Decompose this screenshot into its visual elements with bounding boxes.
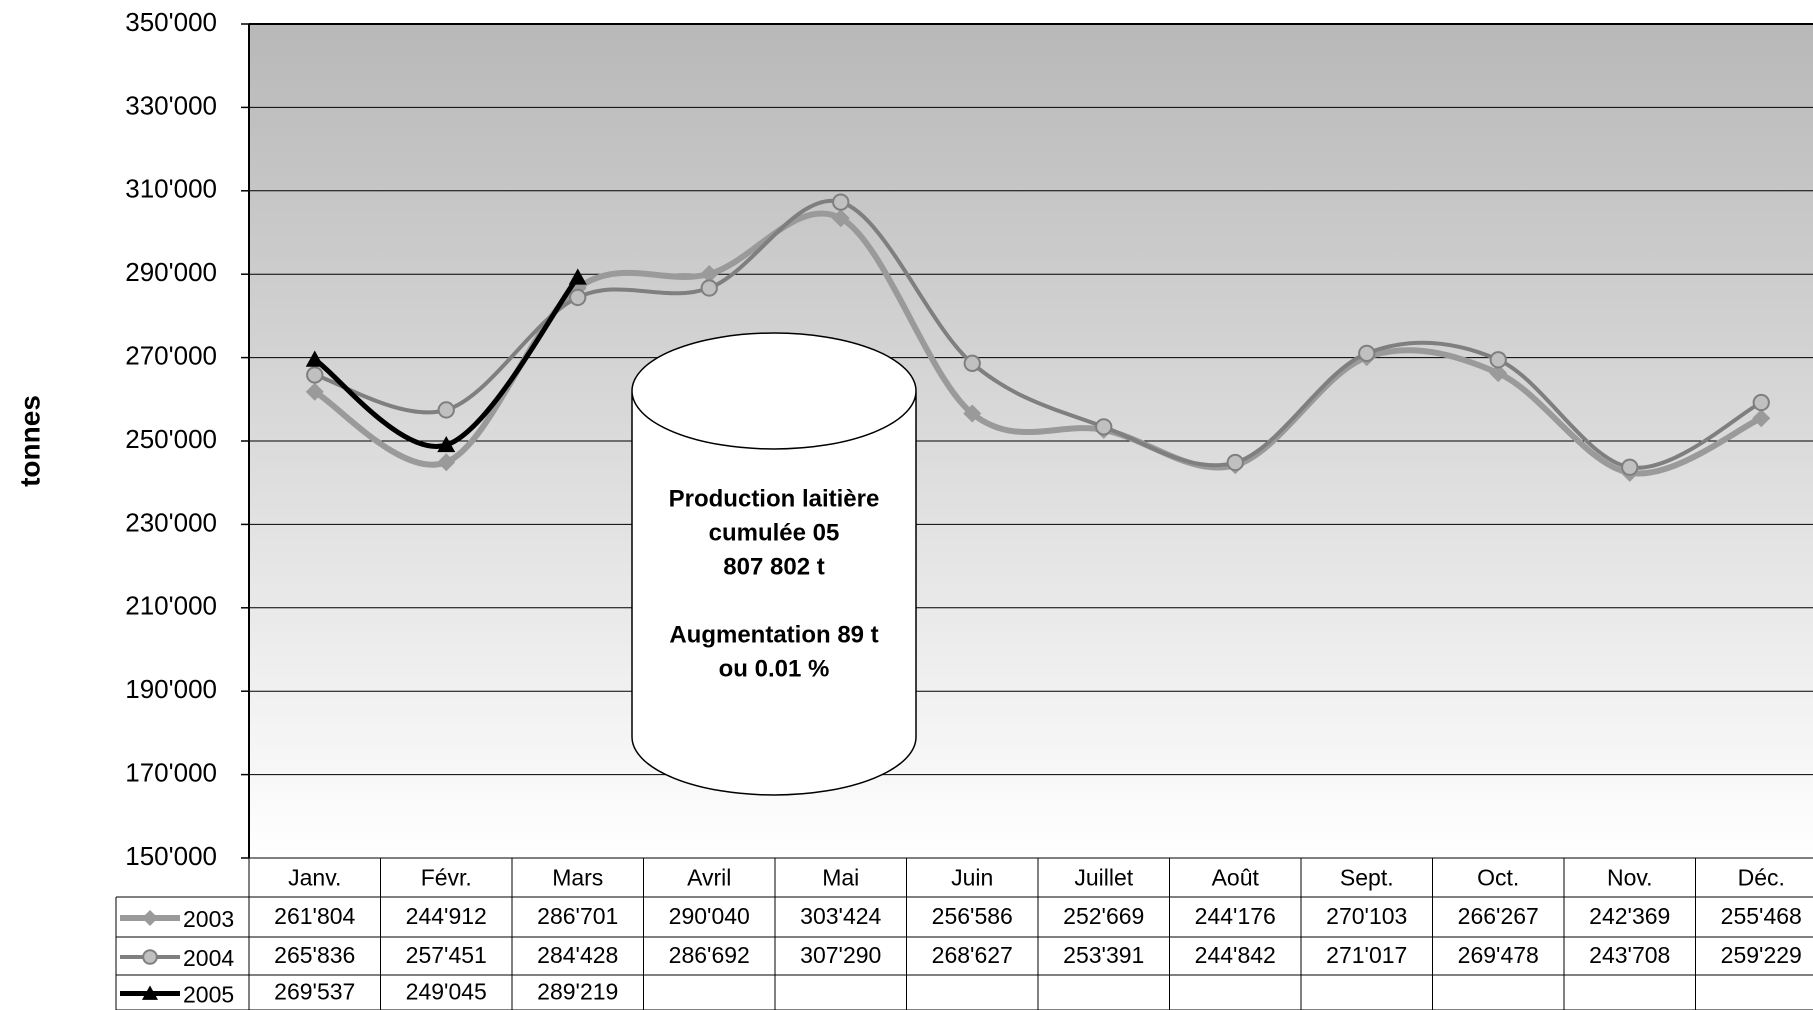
data-point xyxy=(963,354,981,372)
table-value: 244'176 xyxy=(1195,903,1276,929)
data-point xyxy=(1358,344,1376,363)
data-point xyxy=(306,366,324,384)
x-tick-label: Oct. xyxy=(1477,865,1519,891)
data-point xyxy=(437,435,456,453)
y-tick-label: 250'000 xyxy=(125,424,217,454)
y-tick-label: 310'000 xyxy=(125,174,217,204)
table-value: 255'468 xyxy=(1721,903,1802,929)
table-value: 266'267 xyxy=(1458,903,1539,929)
data-point xyxy=(1621,458,1639,476)
table-value: 257'451 xyxy=(406,942,487,968)
annotation-text: cumulée 05 xyxy=(709,519,840,546)
table-value: 271'017 xyxy=(1326,942,1407,968)
table-value: 268'627 xyxy=(932,942,1013,968)
data-point xyxy=(437,453,456,472)
x-tick-label: Mai xyxy=(822,865,859,891)
table-value: 269'537 xyxy=(274,979,355,1005)
data-point xyxy=(831,209,850,228)
data-point xyxy=(1752,409,1771,428)
data-point xyxy=(1095,418,1113,436)
x-tick-label: Nov. xyxy=(1607,865,1653,891)
table-value: 286'692 xyxy=(669,942,750,968)
annotation-text: 807 802 t xyxy=(723,553,824,580)
data-point xyxy=(963,404,982,423)
x-tick-label: Juin xyxy=(951,865,993,891)
table-value: 270'103 xyxy=(1326,903,1407,929)
annotation-text: ou 0.01 % xyxy=(719,655,830,682)
y-tick-label: 230'000 xyxy=(125,507,217,537)
data-point xyxy=(569,288,587,307)
data-point xyxy=(700,265,719,284)
table-value: 289'219 xyxy=(537,979,618,1005)
table-value: 249'045 xyxy=(406,979,487,1005)
x-tick-label: Janv. xyxy=(288,865,341,891)
x-tick-label: Déc. xyxy=(1738,865,1785,891)
data-point xyxy=(305,350,324,367)
y-tick-label: 270'000 xyxy=(125,340,217,370)
legend-marker xyxy=(142,910,158,926)
data-point xyxy=(305,382,324,401)
annotation-text: Augmentation 89 t xyxy=(669,621,878,648)
data-point xyxy=(437,401,455,419)
legend-label: 2005 xyxy=(183,982,234,1008)
table-value: 256'586 xyxy=(932,903,1013,929)
table-value: 303'424 xyxy=(800,903,881,929)
table-value: 261'804 xyxy=(274,903,355,929)
x-tick-label: Sept. xyxy=(1340,865,1394,891)
table-value: 307'290 xyxy=(800,942,881,968)
data-point xyxy=(1226,453,1244,472)
table-value: 242'369 xyxy=(1589,903,1670,929)
data-point xyxy=(832,193,850,211)
annotation-text: Production laitière xyxy=(669,485,880,512)
legend-marker xyxy=(142,985,158,1000)
table-value: 269'478 xyxy=(1458,942,1539,968)
y-tick-label: 170'000 xyxy=(125,757,217,787)
data-point xyxy=(1752,393,1770,412)
x-tick-label: Août xyxy=(1212,865,1260,891)
x-tick-label: Juillet xyxy=(1074,865,1133,891)
y-tick-label: 290'000 xyxy=(125,257,217,287)
y-tick-label: 190'000 xyxy=(125,674,217,704)
y-tick-label: 150'000 xyxy=(125,841,217,871)
data-point xyxy=(700,279,718,297)
table-value: 252'669 xyxy=(1063,903,1144,929)
y-tick-label: 330'000 xyxy=(125,90,217,120)
data-point xyxy=(1489,364,1508,383)
x-tick-label: Avril xyxy=(687,865,731,891)
legend-marker xyxy=(142,949,158,965)
legend-label: 2004 xyxy=(183,945,234,971)
data-point xyxy=(568,268,587,285)
data-point xyxy=(1489,351,1507,369)
table-value: 290'040 xyxy=(669,903,750,929)
x-tick-label: Mars xyxy=(552,865,603,891)
table-value: 259'229 xyxy=(1721,942,1802,968)
y-tick-label: 350'000 xyxy=(125,7,217,37)
annotation-cylinder xyxy=(631,332,917,796)
table-value: 244'842 xyxy=(1195,942,1276,968)
table-value: 244'912 xyxy=(406,903,487,929)
table-value: 243'708 xyxy=(1589,942,1670,968)
table-value: 284'428 xyxy=(537,942,618,968)
y-axis-label: tonnes xyxy=(14,395,45,487)
legend-label: 2003 xyxy=(183,906,234,932)
x-tick-label: Févr. xyxy=(421,865,472,891)
table-value: 286'701 xyxy=(537,903,618,929)
series-line xyxy=(314,198,1763,470)
table-value: 253'391 xyxy=(1063,942,1144,968)
table-value: 265'836 xyxy=(274,942,355,968)
y-tick-label: 210'000 xyxy=(125,591,217,621)
